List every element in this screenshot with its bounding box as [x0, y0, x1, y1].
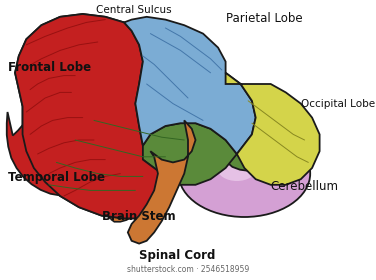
Text: Spinal Cord: Spinal Cord: [138, 249, 215, 262]
Text: Parietal Lobe: Parietal Lobe: [226, 12, 302, 25]
Polygon shape: [15, 14, 237, 218]
Text: Brain Stem: Brain Stem: [102, 211, 176, 223]
Text: Cerebellum: Cerebellum: [271, 180, 339, 193]
Ellipse shape: [217, 155, 256, 181]
Polygon shape: [15, 14, 169, 218]
Ellipse shape: [179, 130, 310, 217]
Text: Frontal Lobe: Frontal Lobe: [8, 61, 91, 74]
Text: shutterstock.com · 2546518959: shutterstock.com · 2546518959: [127, 265, 249, 274]
Text: Central Sulcus: Central Sulcus: [96, 5, 171, 15]
Polygon shape: [34, 60, 267, 172]
Polygon shape: [124, 17, 256, 154]
Polygon shape: [108, 138, 174, 222]
Polygon shape: [128, 120, 196, 244]
Text: Temporal Lobe: Temporal Lobe: [8, 171, 105, 184]
Text: Occipital Lobe: Occipital Lobe: [301, 99, 375, 109]
Polygon shape: [226, 73, 320, 185]
Polygon shape: [7, 35, 97, 195]
